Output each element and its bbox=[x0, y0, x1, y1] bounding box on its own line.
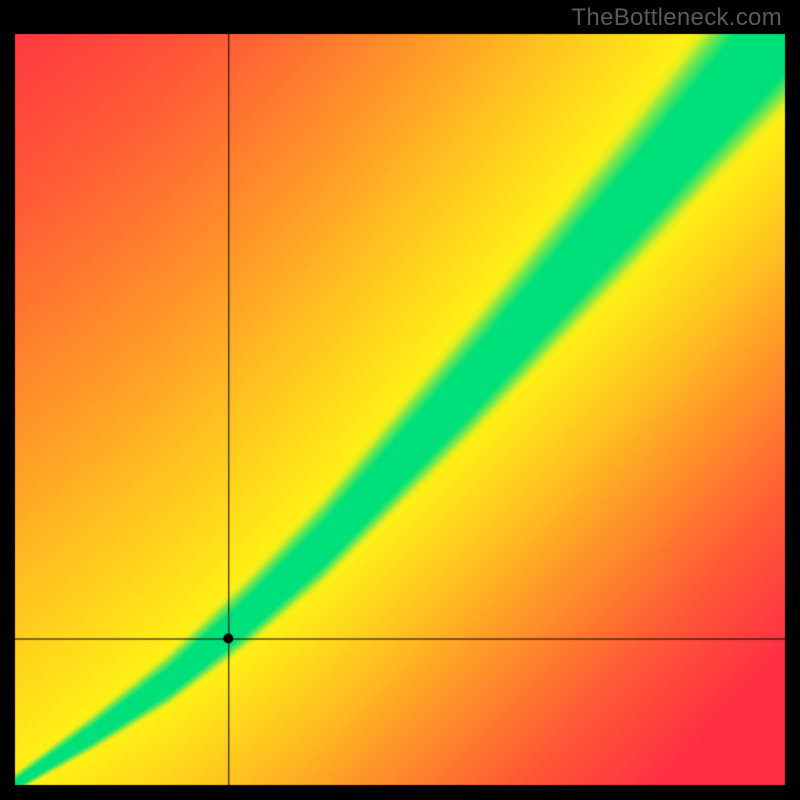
heatmap-canvas bbox=[0, 0, 800, 800]
watermark-text: TheBottleneck.com bbox=[571, 4, 782, 32]
